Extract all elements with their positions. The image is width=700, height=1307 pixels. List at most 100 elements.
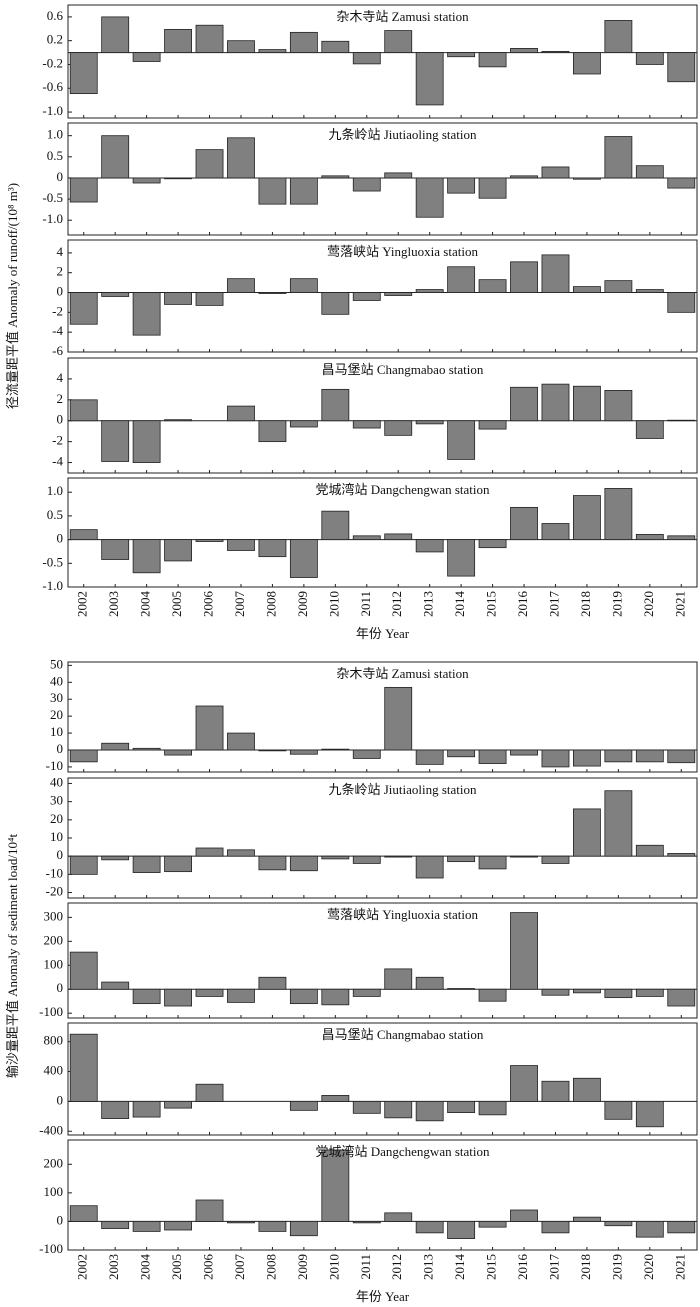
bar [101,1101,130,1119]
bar [69,399,98,422]
y-tick-label: 10 [50,829,63,844]
bar [132,420,161,463]
bar [573,808,601,857]
bar [635,749,664,763]
bar [384,968,413,990]
bar [447,420,476,460]
bar [227,539,255,551]
bar [164,988,192,1007]
bar [227,405,255,422]
bar [164,749,192,756]
bar [289,31,318,53]
bar [352,420,381,429]
bar [101,1221,130,1229]
bar [164,1101,192,1109]
bar [101,292,130,297]
bar [541,1221,570,1234]
bar [667,988,696,1007]
bar [384,533,413,541]
bar [667,1221,696,1234]
bar [164,177,192,180]
bar [447,266,476,293]
y-tick-label: 0 [57,531,64,546]
bar [69,177,98,203]
bar [415,52,444,106]
plot-frame [67,4,698,119]
bar [541,749,570,768]
bar [478,855,507,870]
bar [101,539,130,560]
bar [69,52,98,95]
bar [478,177,507,199]
x-tick-label: 2016 [515,591,530,618]
bar [227,732,255,751]
bar [510,749,538,756]
y-tick-label: 40 [50,774,63,789]
bar [258,855,287,871]
bar [541,50,570,53]
bar [384,420,413,436]
bar [321,748,350,751]
plot-frame [67,661,698,773]
y-tick-label: -1.0 [42,211,63,226]
bar [635,533,664,541]
y-tick-label: 2 [57,264,64,279]
plot-frame [67,357,698,474]
y-tick-label: 20 [50,707,63,722]
bar [541,166,570,179]
bar [195,988,224,997]
bar [321,1149,350,1222]
y-tick-label: 0.6 [47,8,64,23]
x-tick-label: 2004 [138,1254,153,1281]
bar [164,28,192,53]
bar [352,177,381,192]
y-tick-label: -100 [39,1241,63,1256]
y-tick-label: 0 [57,1212,64,1227]
bar [258,177,287,205]
bar [635,420,664,439]
bar [478,52,507,68]
x-tick-label: 2005 [169,1254,184,1280]
bar [635,1101,664,1128]
plot-frame [67,239,698,353]
x-tick-label: 2006 [201,591,216,618]
bar [604,280,633,293]
bar [384,855,413,858]
y-tick-label: 30 [50,690,63,705]
x-tick-label: 2002 [75,1254,90,1280]
bar [258,749,287,752]
y-tick-label: -2 [52,433,63,448]
bar [195,705,224,751]
bar [227,278,255,293]
y-tick-label: 2 [57,391,64,406]
x-tick-label: 2009 [295,591,310,617]
bar [604,136,633,179]
bar [573,1216,601,1222]
bar [478,1221,507,1228]
bar [258,1221,287,1232]
bar [227,1221,255,1224]
x-tick-label: 2014 [452,591,467,618]
bar [478,988,507,1002]
x-tick-label: 2003 [106,1254,121,1280]
bar [447,1221,476,1239]
bar [258,420,287,443]
x-tick-label: 2005 [169,591,184,617]
bar [69,1033,98,1102]
bar [352,988,381,997]
x-tick-label: 2021 [672,591,687,617]
bar [101,420,130,462]
bar [132,988,161,1005]
bar [573,177,601,180]
bar [101,742,130,751]
bar [415,749,444,765]
bar [667,52,696,83]
bar [352,292,381,301]
x-tick-label: 2003 [106,591,121,617]
bar [164,1221,192,1231]
bar [478,1101,507,1116]
bar [447,52,476,58]
bar [635,988,664,997]
y-tick-label: -4 [52,323,63,338]
